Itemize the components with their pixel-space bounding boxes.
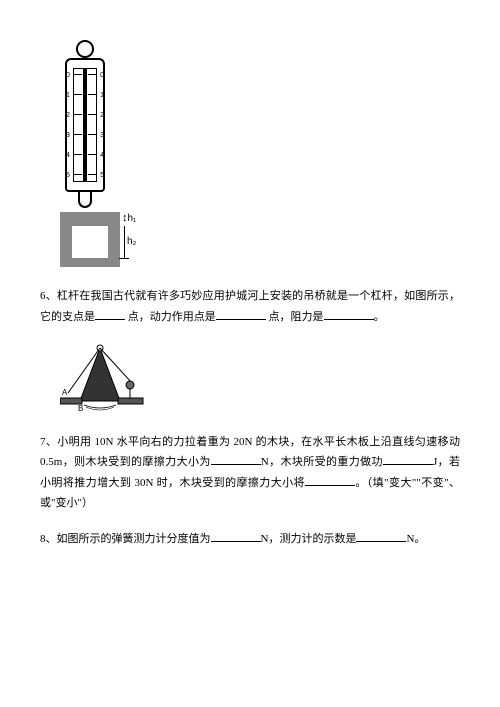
q6-text-b: 点，动力作用点是 bbox=[128, 311, 216, 323]
block-assembly: ↕h₁ h₂ bbox=[60, 212, 130, 267]
figure-drawbridge: A B bbox=[60, 343, 150, 413]
spring-scale: 0 0 1 1 2 2 3 3 4 4 5 5 ↕h₁ bbox=[60, 40, 110, 267]
figure-spring-scale: 0 0 1 1 2 2 3 3 4 4 5 5 ↕h₁ bbox=[60, 40, 460, 267]
question-7: 7、小明用 10N 水平向右的力拉着重为 20N 的木块，在水平长木板上沿直线匀… bbox=[40, 433, 460, 514]
scale-ring bbox=[76, 40, 94, 58]
q6-text-c: 点，阻力是 bbox=[269, 311, 324, 323]
height-labels: ↕h₁ h₂ bbox=[122, 212, 136, 259]
scale-hook bbox=[78, 190, 92, 208]
inner-hole bbox=[72, 226, 108, 258]
q7-blank-1 bbox=[211, 452, 261, 465]
q8-text-b: N，测力计的示数是 bbox=[261, 533, 357, 545]
h2-label: h₂ bbox=[127, 233, 136, 251]
q6-blank-1 bbox=[95, 307, 125, 320]
label-b: B bbox=[78, 404, 83, 413]
label-a: A bbox=[62, 388, 68, 397]
scale-body: 0 0 1 1 2 2 3 3 4 4 5 5 bbox=[65, 58, 105, 192]
question-8: 8、如图所示的弹簧测力计分度值为 N，测力计的示数是 N。 bbox=[40, 529, 460, 550]
q6-blank-2 bbox=[216, 307, 266, 320]
q8-blank-1 bbox=[211, 529, 261, 542]
q8-blank-2 bbox=[356, 529, 406, 542]
q6-text-d: 。 bbox=[374, 311, 385, 323]
outer-block bbox=[60, 212, 120, 267]
question-6: 6、杠杆在我国古代就有许多巧妙应用护城河上安装的吊桥就是一个杠杆，如图所示，它的… bbox=[40, 287, 460, 328]
q7-blank-2 bbox=[383, 452, 433, 465]
q6-blank-3 bbox=[324, 307, 374, 320]
q7-blank-3 bbox=[305, 473, 355, 486]
q8-text-c: N。 bbox=[406, 533, 425, 545]
q8-text-a: 8、如图所示的弹簧测力计分度值为 bbox=[40, 533, 211, 545]
q7-text-b: N，木块所受的重力做功 bbox=[261, 456, 383, 468]
